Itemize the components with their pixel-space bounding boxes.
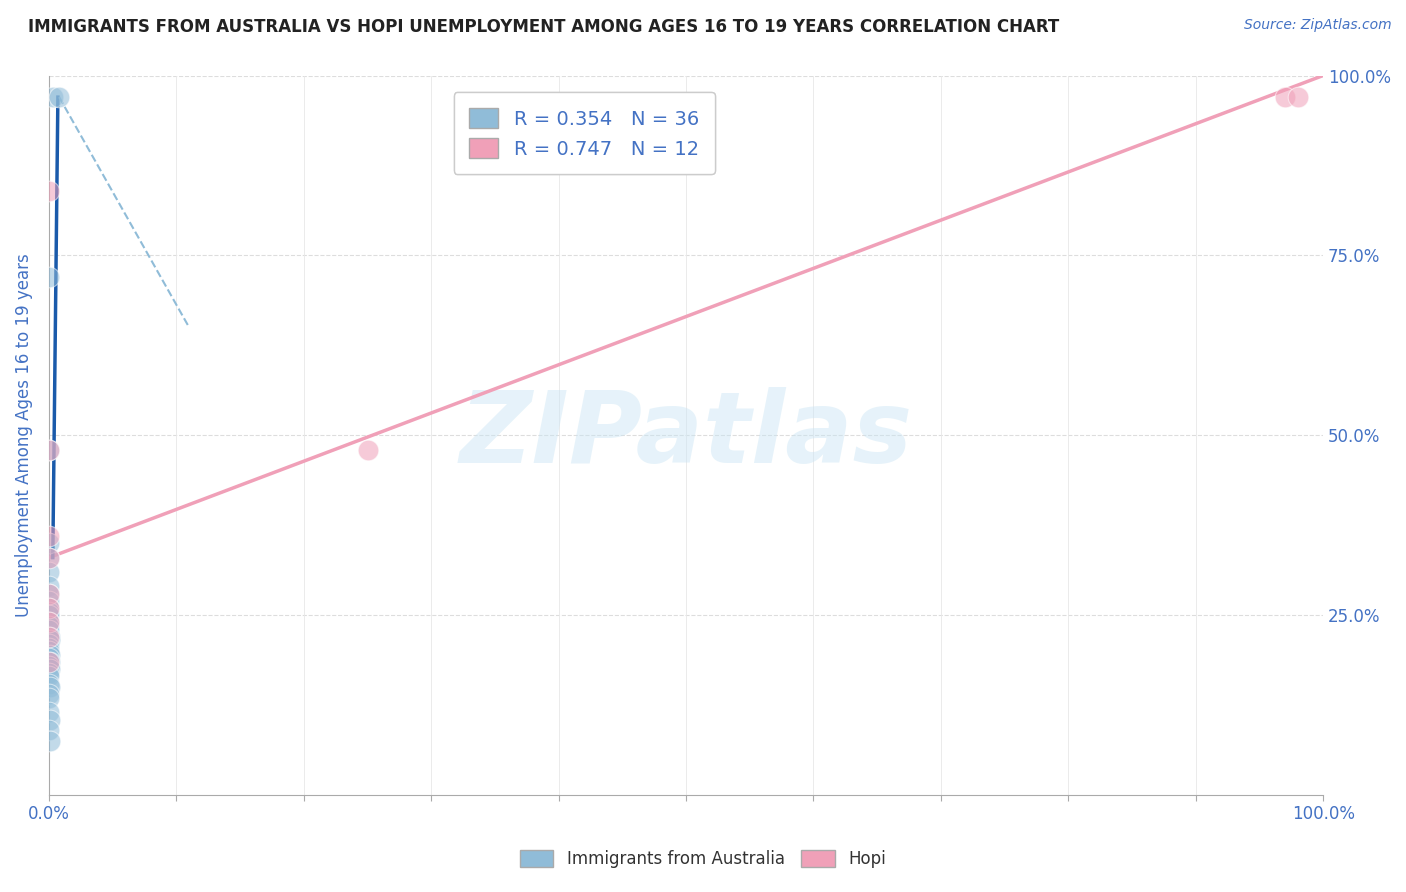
Point [38,665,60,680]
Point [39,662,62,676]
Point [38,565,60,579]
Point [38,615,60,630]
Point [38,655,60,669]
Point [38,601,60,615]
Point [356,442,378,457]
Point [38,608,60,623]
Point [38,586,60,600]
Point [38,676,60,690]
Point [38,184,60,198]
Point [38,706,60,720]
Point [38,658,60,673]
Point [38,690,60,705]
Point [38,623,60,637]
Point [38,550,60,565]
Point [38,723,60,738]
Point [39,633,62,648]
Point [39,713,62,727]
Point [1286,90,1309,104]
Point [38,644,60,658]
Point [38,579,60,593]
Point [39,655,62,669]
Point [38,442,60,457]
Point [48,90,70,104]
Point [38,687,60,701]
Point [38,640,60,655]
Point [38,529,60,543]
Point [39,630,62,644]
Text: Source: ZipAtlas.com: Source: ZipAtlas.com [1244,18,1392,32]
Point [39,680,62,694]
Point [38,637,60,651]
Point [38,601,60,615]
Point [42,90,65,104]
Point [38,594,60,608]
Point [38,442,60,457]
Text: IMMIGRANTS FROM AUSTRALIA VS HOPI UNEMPLOYMENT AMONG AGES 16 TO 19 YEARS CORRELA: IMMIGRANTS FROM AUSTRALIA VS HOPI UNEMPL… [28,18,1059,36]
Point [1274,90,1296,104]
Point [38,550,60,565]
Point [38,605,60,619]
Point [38,270,60,285]
Text: ZIPatlas: ZIPatlas [460,387,912,483]
Point [38,619,60,633]
Point [39,648,62,662]
Point [38,669,60,683]
Y-axis label: Unemployment Among Ages 16 to 19 years: Unemployment Among Ages 16 to 19 years [15,253,32,617]
Legend: Immigrants from Australia, Hopi: Immigrants from Australia, Hopi [513,843,893,875]
Point [38,630,60,644]
Legend: R = 0.354   N = 36, R = 0.747   N = 12: R = 0.354 N = 36, R = 0.747 N = 12 [454,93,714,174]
Point [39,734,62,748]
Point [38,536,60,550]
Point [38,651,60,665]
Point [38,615,60,630]
Point [38,586,60,600]
